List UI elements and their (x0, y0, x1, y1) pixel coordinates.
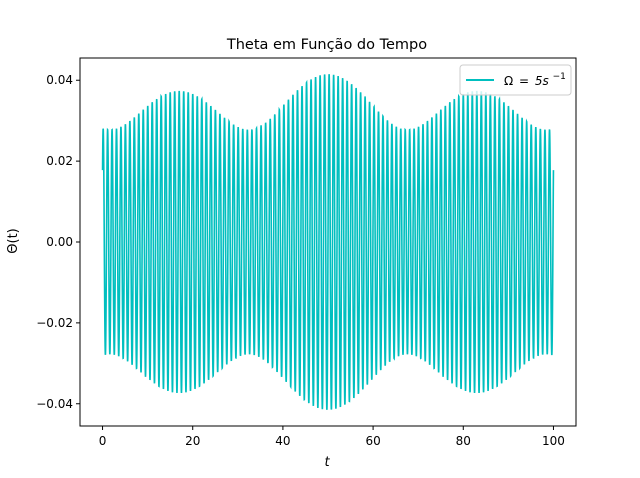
legend-box (459, 64, 572, 96)
y-tick-label: 0.00 (46, 235, 73, 249)
legend-omega: Ω (504, 74, 513, 88)
x-tick-label: 20 (185, 434, 200, 448)
y-axis-label: Θ(t) (6, 228, 21, 253)
axes: 0 20 40 60 80 100 −0.04 −0.02 0.00 0.02 0.04 (36, 57, 577, 448)
y-tick-label: 0.04 (46, 73, 73, 87)
chart-title: Theta em Função do Tempo (226, 37, 427, 53)
y-tick-label: 0.02 (46, 154, 73, 168)
plot-area (101, 74, 555, 410)
x-tick-label: 80 (456, 434, 471, 448)
series-line (101, 74, 555, 410)
y-tick-label: −0.02 (36, 316, 73, 330)
x-tick-label: 0 (99, 434, 107, 448)
x-tick-label: 60 (365, 434, 380, 448)
legend: Ω = 5s −1 (459, 64, 572, 96)
legend-equals: = (519, 74, 529, 88)
legend-exponent: −1 (553, 72, 566, 82)
x-tick-label: 100 (542, 434, 565, 448)
y-tick-label: −0.04 (36, 397, 73, 411)
legend-base: 5s (535, 74, 549, 88)
legend-label: Ω = 5s −1 (504, 72, 566, 88)
x-axis-label: t (324, 455, 330, 470)
x-tick-label: 40 (275, 434, 290, 448)
